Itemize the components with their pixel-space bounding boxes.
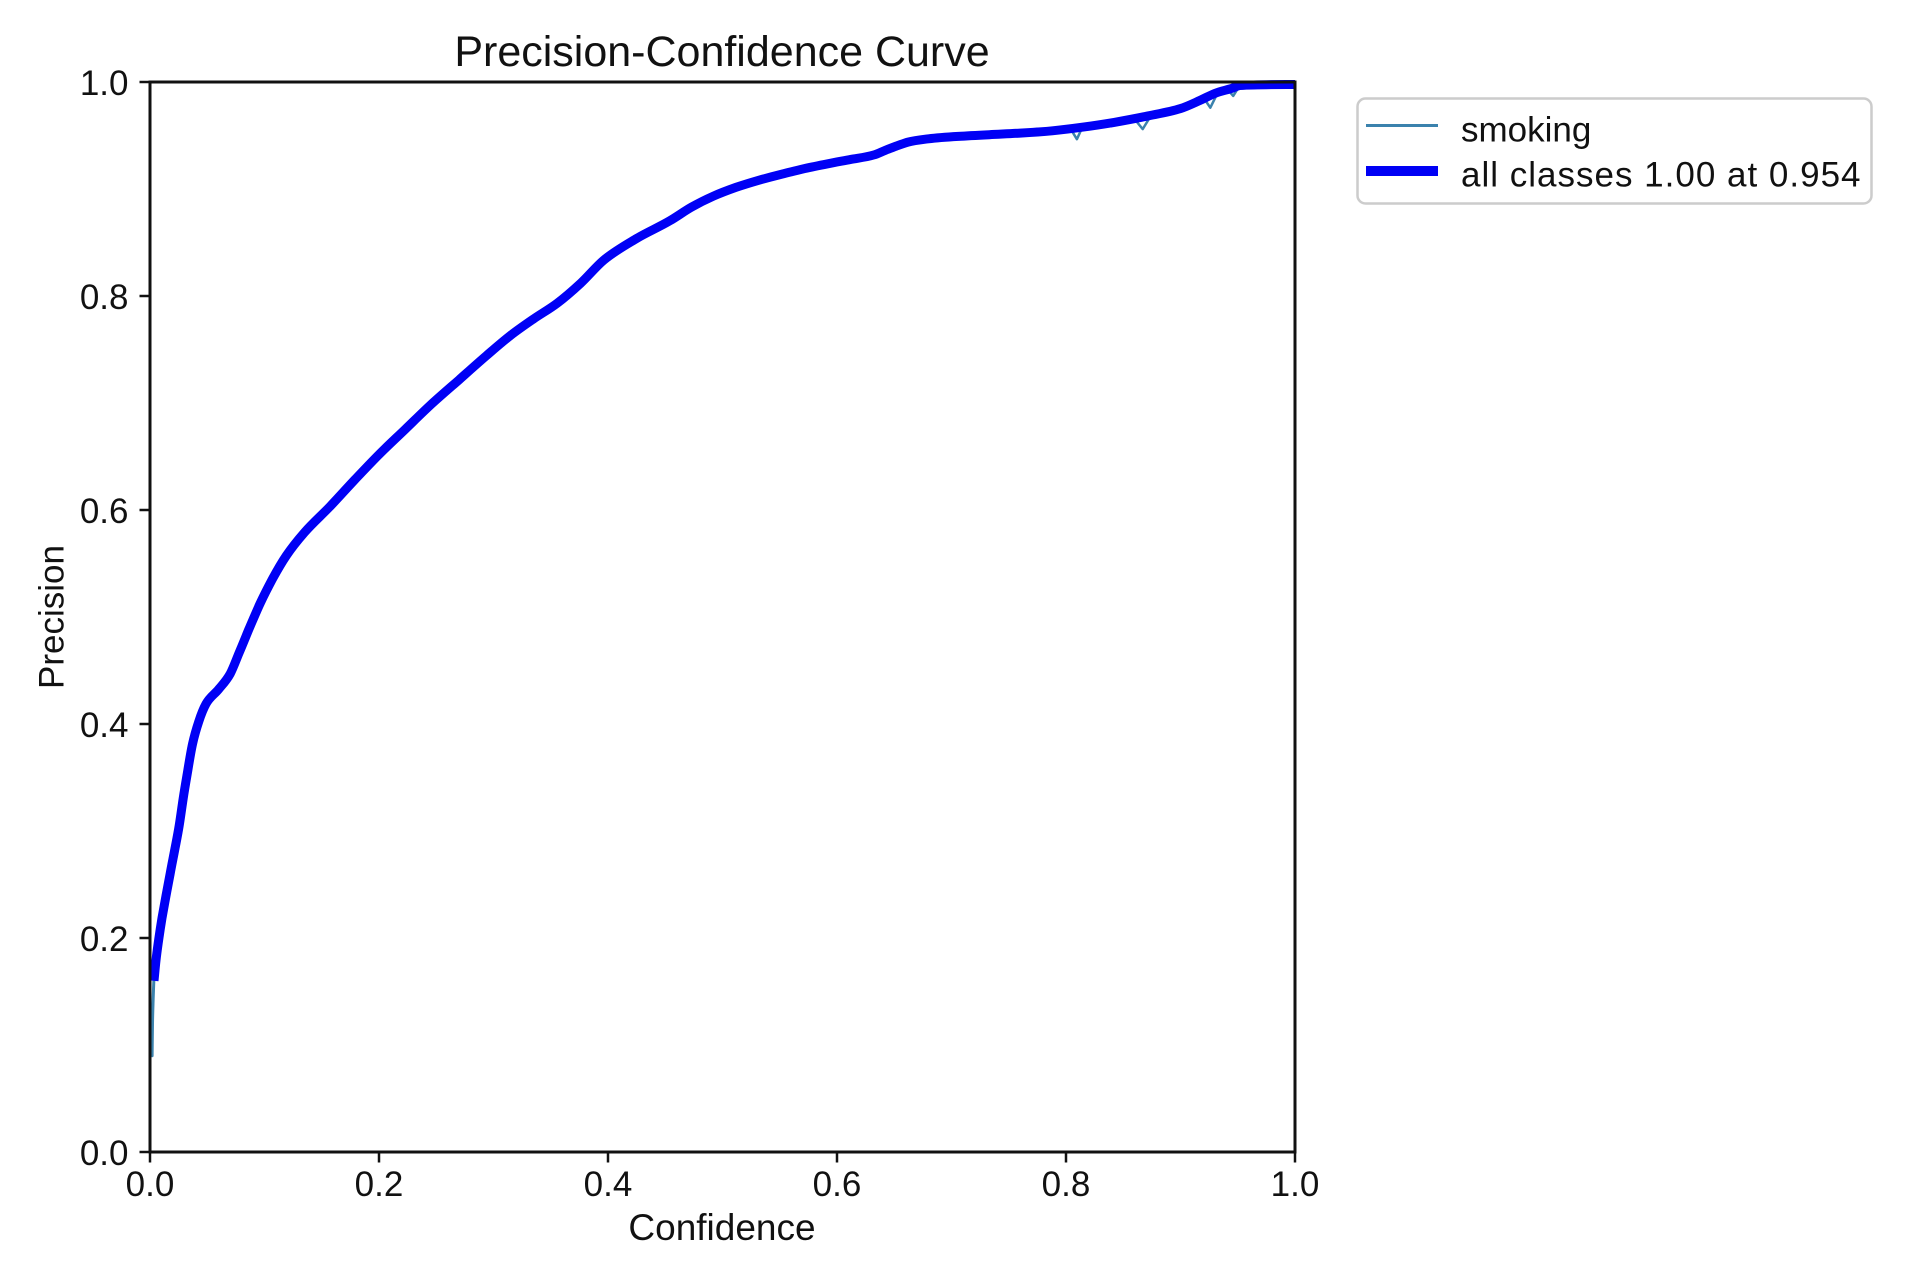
- svg-text:0.6: 0.6: [80, 492, 129, 531]
- svg-text:1.0: 1.0: [1271, 1165, 1320, 1204]
- svg-text:0.0: 0.0: [126, 1165, 175, 1204]
- svg-text:0.2: 0.2: [355, 1165, 404, 1204]
- svg-text:all classes 1.00 at 0.954: all classes 1.00 at 0.954: [1461, 156, 1862, 195]
- svg-text:0.6: 0.6: [813, 1165, 862, 1204]
- svg-text:Precision-Confidence Curve: Precision-Confidence Curve: [454, 28, 989, 76]
- svg-text:0.2: 0.2: [80, 920, 129, 959]
- svg-text:0.4: 0.4: [584, 1165, 633, 1204]
- svg-text:1.0: 1.0: [80, 64, 129, 103]
- svg-text:Precision: Precision: [33, 545, 72, 689]
- svg-text:0.8: 0.8: [1042, 1165, 1091, 1204]
- svg-text:0.8: 0.8: [80, 278, 129, 317]
- svg-text:smoking: smoking: [1461, 111, 1591, 150]
- svg-text:0.4: 0.4: [80, 706, 129, 745]
- svg-text:Confidence: Confidence: [628, 1207, 815, 1248]
- svg-text:0.0: 0.0: [80, 1134, 129, 1173]
